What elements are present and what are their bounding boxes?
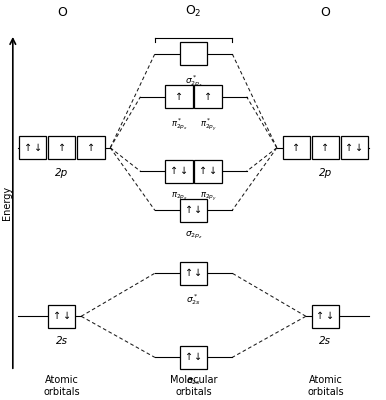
FancyBboxPatch shape	[19, 136, 46, 159]
FancyBboxPatch shape	[180, 346, 207, 369]
FancyBboxPatch shape	[48, 305, 76, 328]
Text: ↓: ↓	[34, 143, 42, 153]
Text: ↓: ↓	[195, 268, 203, 278]
Text: ↑: ↑	[292, 143, 300, 153]
Text: $\sigma^*_{2p_z}$: $\sigma^*_{2p_z}$	[185, 73, 203, 88]
Text: $\pi^*_{2p_x}$: $\pi^*_{2p_x}$	[171, 116, 188, 132]
Text: ↑: ↑	[204, 92, 212, 102]
Text: 2p: 2p	[319, 168, 332, 178]
Text: ↑: ↑	[170, 166, 178, 176]
Text: $\sigma^*_{2s}$: $\sigma^*_{2s}$	[186, 292, 201, 307]
Text: O: O	[320, 6, 330, 19]
Text: Molecular
orbitals: Molecular orbitals	[170, 375, 217, 397]
Text: ↑: ↑	[345, 143, 354, 153]
FancyBboxPatch shape	[312, 136, 339, 159]
Text: Energy: Energy	[2, 186, 12, 220]
Text: ↑: ↑	[24, 143, 32, 153]
Text: $\pi^*_{2p_y}$: $\pi^*_{2p_y}$	[200, 116, 217, 133]
Text: Atomic
orbitals: Atomic orbitals	[307, 375, 344, 397]
FancyBboxPatch shape	[194, 86, 222, 108]
Text: ↑: ↑	[199, 166, 207, 176]
Text: O: O	[57, 6, 67, 19]
Text: Atomic
orbitals: Atomic orbitals	[43, 375, 80, 397]
Text: O$_2$: O$_2$	[185, 4, 202, 19]
Text: ↓: ↓	[195, 206, 203, 216]
FancyBboxPatch shape	[77, 136, 105, 159]
FancyBboxPatch shape	[165, 86, 193, 108]
Text: ↓: ↓	[326, 311, 334, 321]
Text: $\sigma_{2p_z}$: $\sigma_{2p_z}$	[185, 230, 203, 241]
Text: ↑: ↑	[185, 352, 193, 362]
Text: ↑: ↑	[53, 311, 61, 321]
Text: $\pi_{2p_y}$: $\pi_{2p_y}$	[200, 190, 217, 203]
Text: $\pi_{2p_x}$: $\pi_{2p_x}$	[171, 190, 188, 202]
Text: ↑: ↑	[87, 143, 95, 153]
Text: 2s: 2s	[56, 336, 68, 346]
FancyBboxPatch shape	[180, 262, 207, 284]
FancyBboxPatch shape	[312, 305, 339, 328]
FancyBboxPatch shape	[180, 42, 207, 65]
Text: ↑: ↑	[185, 268, 193, 278]
Text: ↓: ↓	[356, 143, 364, 153]
Text: $\sigma_{2s}$: $\sigma_{2s}$	[186, 377, 201, 387]
Text: ↓: ↓	[180, 166, 188, 176]
Text: ↑: ↑	[175, 92, 183, 102]
Text: ↑: ↑	[185, 206, 193, 216]
FancyBboxPatch shape	[165, 160, 193, 183]
FancyBboxPatch shape	[283, 136, 310, 159]
Text: ↑: ↑	[317, 311, 325, 321]
FancyBboxPatch shape	[180, 199, 207, 222]
Text: ↓: ↓	[209, 166, 217, 176]
Text: ↓: ↓	[63, 311, 71, 321]
FancyBboxPatch shape	[341, 136, 368, 159]
FancyBboxPatch shape	[48, 136, 76, 159]
FancyBboxPatch shape	[194, 160, 222, 183]
Text: ↓: ↓	[195, 352, 203, 362]
Text: ↑: ↑	[58, 143, 66, 153]
Text: ↑: ↑	[321, 143, 329, 153]
Text: 2p: 2p	[55, 168, 68, 178]
Text: 2s: 2s	[319, 336, 332, 346]
